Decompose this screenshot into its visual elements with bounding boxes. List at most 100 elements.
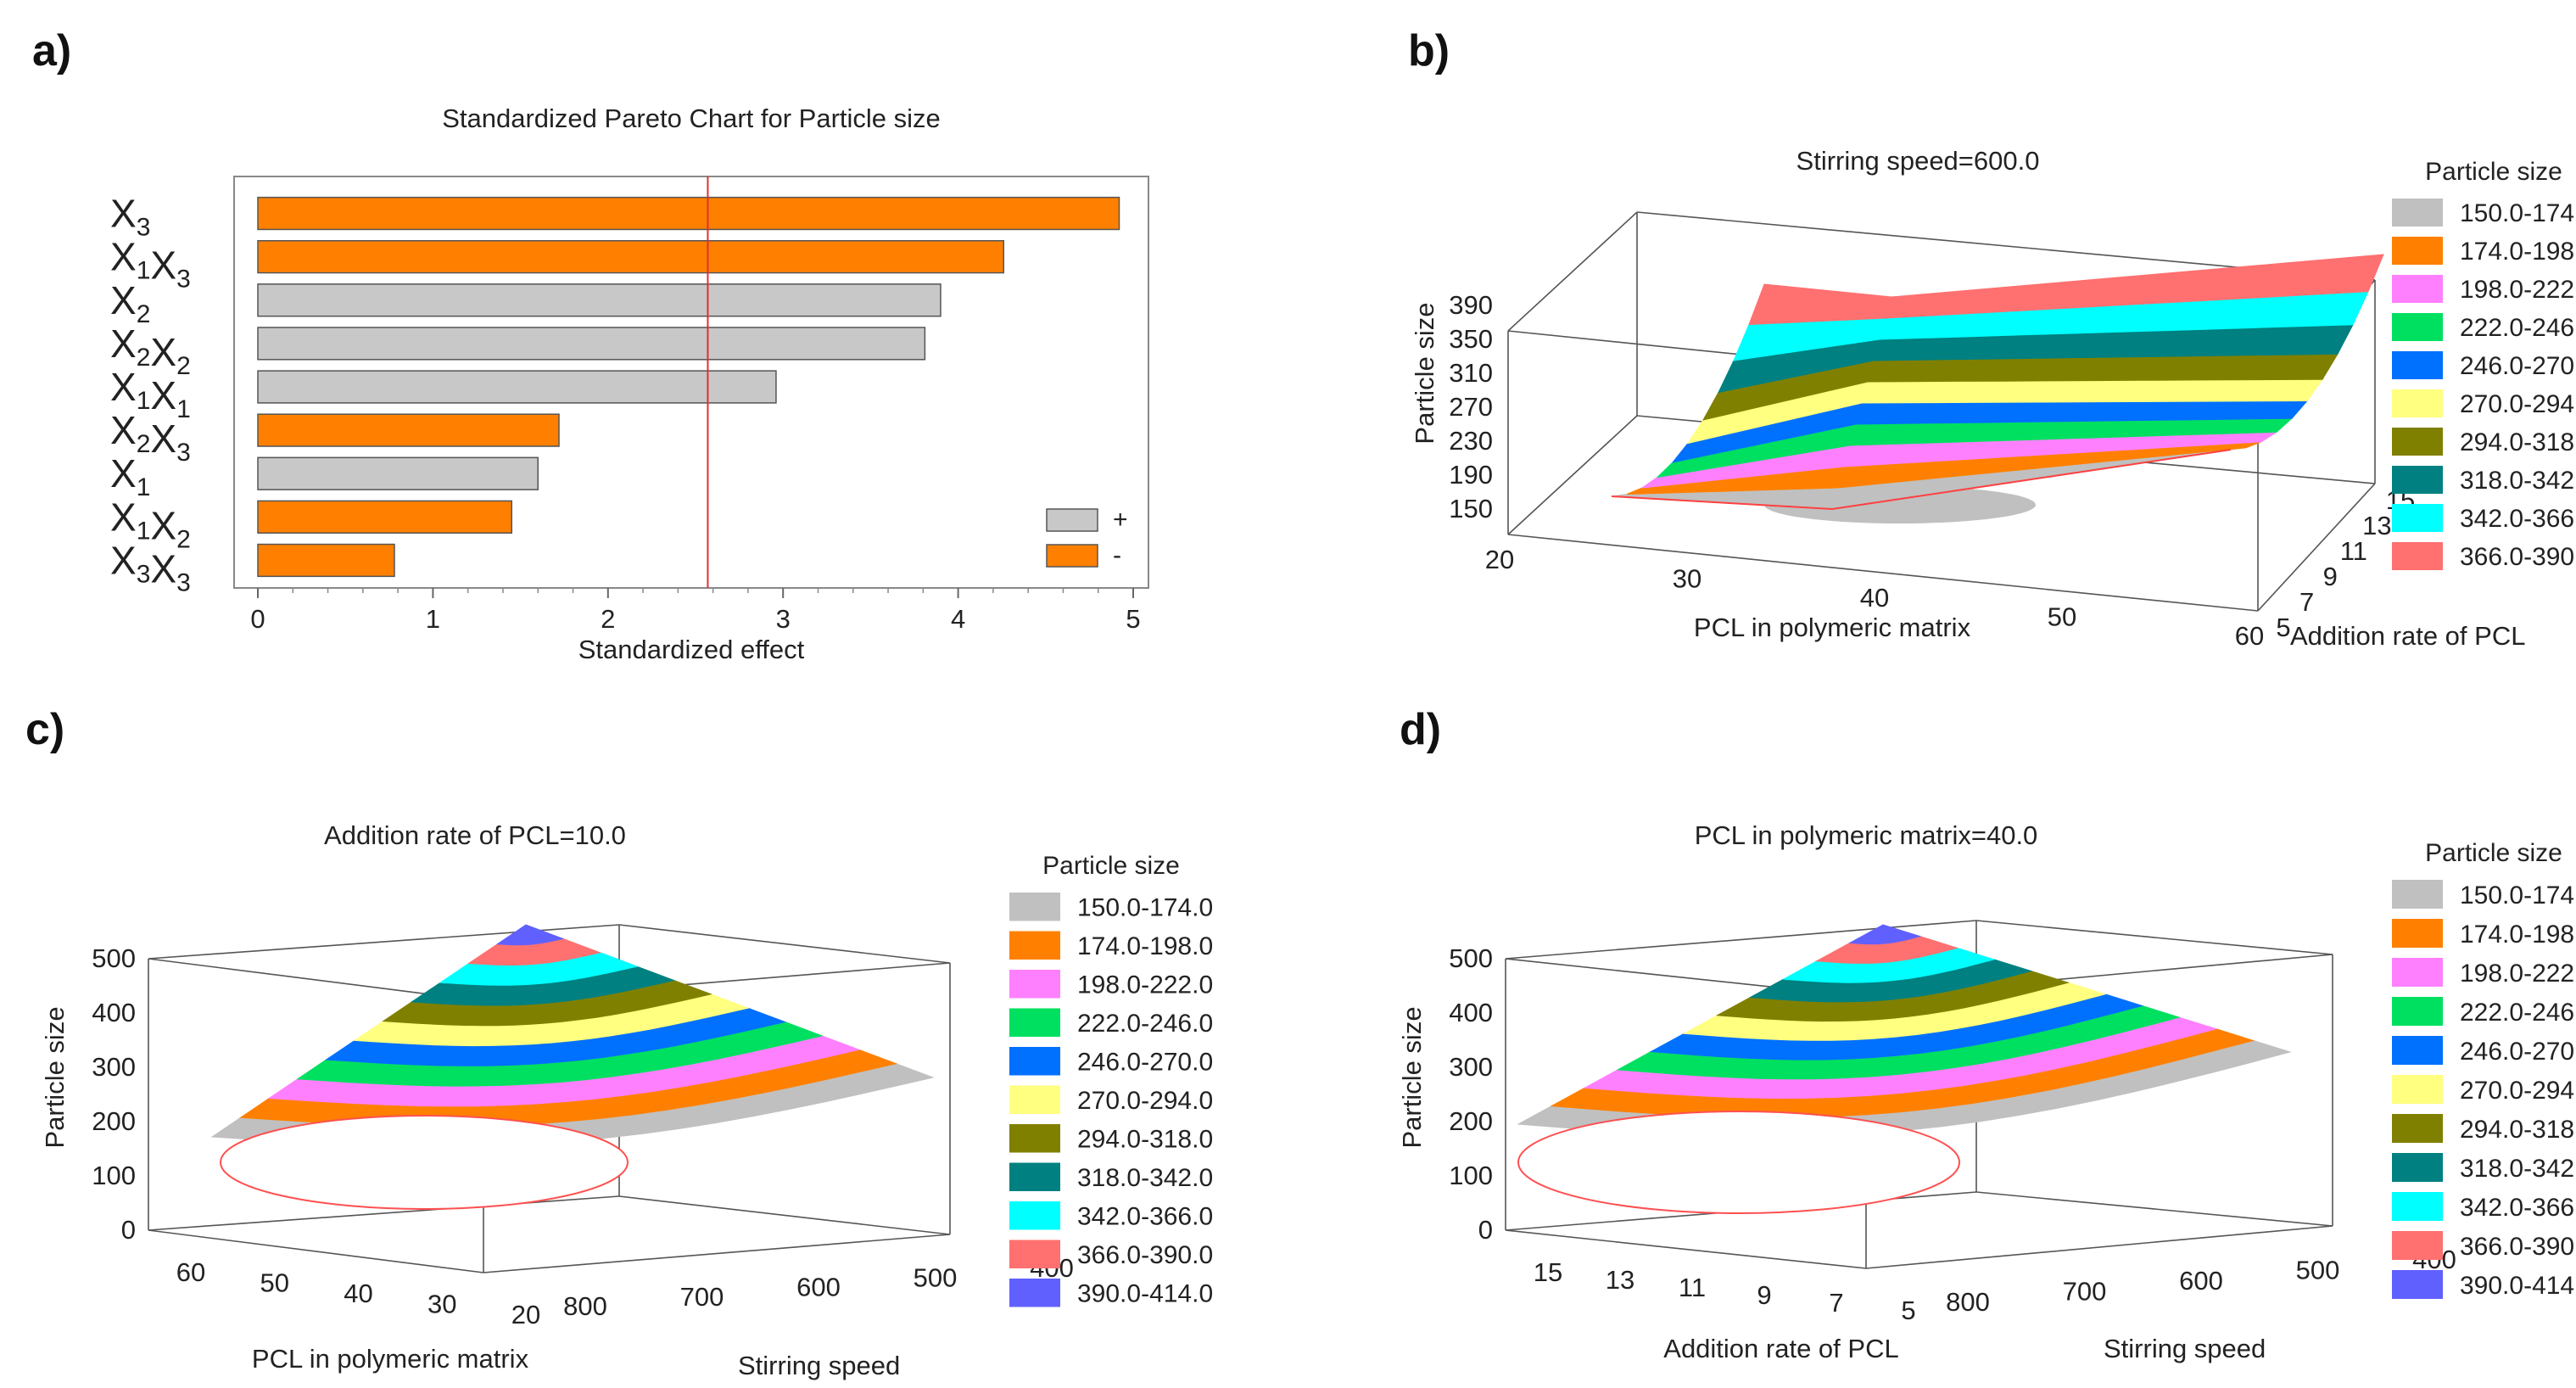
- chart-title: Addition rate of PCL=10.0: [324, 820, 626, 850]
- box-edge: [618, 924, 951, 964]
- category-label: X2X2: [110, 322, 191, 380]
- x-tick-label: 20: [511, 1300, 540, 1329]
- legend-swatch: [1009, 1047, 1060, 1076]
- legend-label: 270.0-294.0: [1077, 1087, 1213, 1115]
- plot-frame: [233, 176, 1149, 589]
- category-label: X3: [110, 192, 150, 242]
- x-axis-title: Addition rate of PCL: [1663, 1334, 1898, 1363]
- box-edge: [618, 1195, 951, 1235]
- x-tick-label: 15: [1534, 1257, 1562, 1287]
- legend-swatch: [1009, 893, 1060, 921]
- legend-swatch: [2392, 237, 2443, 265]
- z-tick-label: 230: [1449, 426, 1493, 456]
- y-tick-label: 500: [914, 1262, 958, 1292]
- pareto-bar: [257, 240, 1005, 274]
- legend-swatch: [2392, 389, 2443, 417]
- box-edge: [1505, 1229, 1867, 1269]
- legend-label: 174.0-198.0: [2460, 238, 2576, 266]
- pareto-bar: [257, 327, 926, 361]
- legend-label: 318.0-342.0: [2460, 1155, 2576, 1183]
- z-tick-label: 100: [1449, 1161, 1493, 1190]
- y-axis-title: Stirring speed: [738, 1351, 900, 1380]
- x-tick-label: 9: [1757, 1280, 1771, 1310]
- surface-min-region: [1764, 486, 2036, 523]
- legend-label: 198.0-222.0: [2460, 960, 2576, 988]
- legend-label: 366.0-390.0: [1077, 1241, 1213, 1269]
- legend-label: 270.0-294.0: [2460, 1077, 2576, 1105]
- x-axis-title: Standardized effect: [578, 635, 805, 664]
- legend-swatch: [2392, 1036, 2443, 1065]
- surface-outline: [1611, 449, 2232, 511]
- legend-swatch: [2392, 1075, 2443, 1104]
- x-tick-label: 3: [776, 604, 791, 634]
- legend-swatch: [1009, 1124, 1060, 1153]
- y-tick-label: 5: [2276, 613, 2290, 642]
- y-tick-label: 600: [2179, 1266, 2223, 1296]
- z-tick-label: 500: [92, 943, 136, 973]
- x-tick-label: 60: [2235, 621, 2264, 651]
- surface-plot-b: Stirring speed=600.0 150 190 230 270 310 350 39…: [1410, 146, 2576, 651]
- z-tick-label: 390: [1449, 290, 1493, 320]
- legend-swatch: [2392, 958, 2443, 987]
- y-tick-label: 11: [2340, 536, 2367, 566]
- legend-label: 222.0-246.0: [2460, 999, 2576, 1027]
- pareto-chart: Standardized Pareto Chart for Particle s…: [110, 104, 1149, 664]
- x-tick-label: 50: [2048, 602, 2076, 632]
- y-tick-label: 600: [796, 1273, 841, 1302]
- legend-swatch: [2392, 1153, 2443, 1182]
- legend-label: 174.0-198.0: [2460, 921, 2576, 949]
- legend-label: 390.0-414.0: [1077, 1280, 1213, 1308]
- legend-swatch: [1009, 1008, 1060, 1037]
- legend-label: +: [1113, 506, 1128, 534]
- x-axis-title: PCL in polymeric matrix: [1694, 613, 1971, 642]
- surface-min-region: [220, 1115, 629, 1210]
- z-tick-label: 150: [1449, 494, 1493, 523]
- x-tick-label: 7: [1829, 1288, 1843, 1318]
- y-tick-label: 700: [680, 1282, 724, 1312]
- y-tick-label: 9: [2323, 562, 2338, 591]
- z-tick-label: 200: [1449, 1106, 1493, 1136]
- legend-label: 222.0-246.0: [2460, 314, 2576, 342]
- z-tick-label: 310: [1449, 358, 1493, 388]
- pareto-bar: [257, 283, 942, 317]
- legend-label: 366.0-390.0: [2460, 1233, 2576, 1261]
- z-tick-label: 100: [92, 1161, 136, 1190]
- box-edge: [1507, 534, 2259, 612]
- legend-swatch: [2392, 428, 2443, 456]
- legend-swatch: [1009, 1162, 1060, 1191]
- pareto-bar: [257, 370, 777, 404]
- y-axis-title: Stirring speed: [2104, 1334, 2266, 1363]
- surface-band: [1748, 254, 2384, 326]
- legend-swatch: [2392, 919, 2443, 948]
- box-edge: [1975, 1191, 2333, 1227]
- legend-swatch: [1009, 931, 1060, 960]
- x-tick-label: 40: [344, 1279, 372, 1308]
- surface-band: [495, 924, 565, 946]
- legend-swatch: [1009, 1201, 1060, 1230]
- pareto-bar: [257, 500, 513, 534]
- category-label: X3X3: [110, 538, 191, 596]
- legend-label: 222.0-246.0: [1077, 1010, 1213, 1038]
- category-label: X2X3: [110, 408, 191, 467]
- x-tick-label: 5: [1901, 1296, 1915, 1325]
- box-edge: [148, 1195, 620, 1231]
- legend-label: 294.0-318.0: [2460, 428, 2576, 456]
- legend-swatch: [2392, 466, 2443, 494]
- x-tick-label: 5: [1126, 604, 1140, 634]
- legend-label: 366.0-390.0: [2460, 543, 2576, 571]
- pareto-bar: [257, 413, 560, 447]
- legend-swatch: [2392, 1114, 2443, 1143]
- legend-swatch: [2392, 275, 2443, 303]
- x-tick-label: 4: [951, 604, 965, 634]
- box-edge: [1507, 211, 1638, 332]
- legend-swatch: [2392, 504, 2443, 532]
- y-tick-label: 500: [2296, 1256, 2340, 1285]
- z-tick-label: 270: [1449, 392, 1493, 422]
- surface-plot-d: PCL in polymeric matrix=40.0 0 100 200 300 40…: [1397, 820, 2576, 1363]
- z-tick-label: 400: [92, 998, 136, 1027]
- pareto-bar: [257, 196, 1120, 231]
- legend-label: 198.0-222.0: [2460, 276, 2576, 304]
- z-axis-title: Particle size: [1410, 302, 1439, 444]
- panel-label-d: d): [1400, 705, 1442, 754]
- legend-swatch: [1046, 544, 1098, 568]
